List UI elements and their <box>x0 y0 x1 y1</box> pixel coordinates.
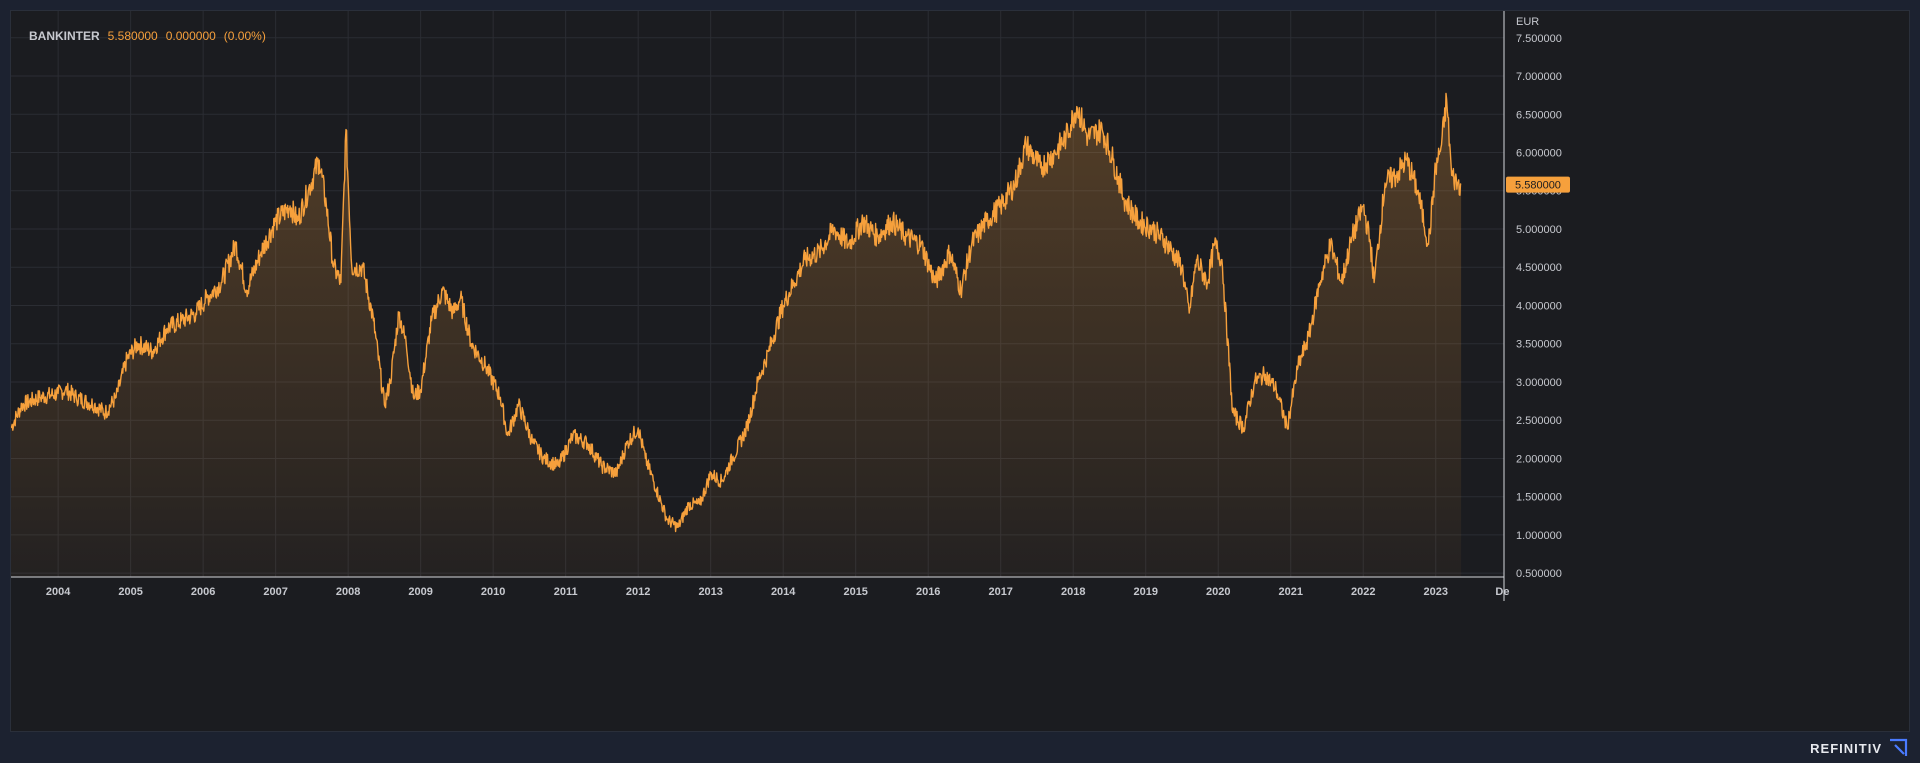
last-value-badge-layer: 5.580000 <box>1506 176 1570 193</box>
y-tick-label: 2.500000 <box>1516 415 1562 427</box>
x-tick-label: 2018 <box>1061 586 1085 598</box>
y-tick-label: 7.000000 <box>1516 71 1562 83</box>
currency-label: EUR <box>1516 16 1539 28</box>
x-tick-label: 2022 <box>1351 586 1375 598</box>
x-tick-label: De <box>1495 586 1509 598</box>
refinitiv-brand: REFINITIV <box>1810 735 1908 761</box>
x-tick-label: 2015 <box>843 586 867 598</box>
legend-change-pct: (0.00%) <box>223 29 266 43</box>
x-tick-label: 2013 <box>698 586 722 598</box>
chart-frame: 0.500000 1.000000 1.500000 2.000000 2.500000… <box>10 10 1910 732</box>
axes: 0.500000 1.000000 1.500000 2.000000 2.500000… <box>11 11 1562 601</box>
last-value-badge-text: 5.580000 <box>1515 180 1561 192</box>
x-tick-label: 2008 <box>336 586 360 598</box>
price-line-bankinter <box>11 92 1462 533</box>
y-tick-label: 6.000000 <box>1516 148 1562 160</box>
y-tick-label: 3.500000 <box>1516 339 1562 351</box>
y-tick-label: 1.500000 <box>1516 492 1562 504</box>
y-tick-label: 4.000000 <box>1516 300 1562 312</box>
y-tick-label: 0.500000 <box>1516 568 1562 580</box>
legend-symbol: BANKINTER <box>29 29 100 43</box>
last-value-badge <box>1506 176 1570 193</box>
x-tick-label: 2010 <box>481 586 505 598</box>
x-tick-label: 2005 <box>118 586 142 598</box>
x-tick-label: 2004 <box>46 586 71 598</box>
y-tick-label: 4.500000 <box>1516 262 1562 274</box>
x-tick-label: 2011 <box>554 586 578 598</box>
x-tick-label: 2023 <box>1424 586 1448 598</box>
area-fill <box>11 93 1462 578</box>
y-tick-label: 6.500000 <box>1516 109 1562 121</box>
legend-last-value: 5.580000 <box>107 29 158 43</box>
x-tick-label: 2009 <box>408 586 432 598</box>
legend-change: 0.000000 <box>165 29 216 43</box>
x-tick-label: 2017 <box>988 586 1012 598</box>
y-tick-label: 2.000000 <box>1516 453 1562 465</box>
refinitiv-logo-icon <box>1890 738 1908 756</box>
x-tick-label: 2021 <box>1278 586 1302 598</box>
chart-legend: BANKINTER 5.580000 0.000000 (0.00%) <box>29 29 266 43</box>
y-tick-label: 1.000000 <box>1516 530 1562 542</box>
price-line-layer <box>11 92 1462 533</box>
x-tick-label: 2019 <box>1133 586 1157 598</box>
y-tick-label: 7.500000 <box>1516 33 1562 45</box>
x-tick-label: 2016 <box>916 586 940 598</box>
price-chart[interactable]: 0.500000 1.000000 1.500000 2.000000 2.500000… <box>11 11 1911 733</box>
x-tick-label: 2014 <box>771 586 796 598</box>
y-tick-label: 5.000000 <box>1516 224 1562 236</box>
y-tick-label: 3.000000 <box>1516 377 1562 389</box>
x-tick-label: 2020 <box>1206 586 1230 598</box>
brand-name: REFINITIV <box>1810 740 1882 756</box>
x-tick-label: 2006 <box>191 586 215 598</box>
x-tick-label: 2007 <box>263 586 287 598</box>
price-area <box>11 93 1462 578</box>
x-tick-label: 2012 <box>626 586 650 598</box>
